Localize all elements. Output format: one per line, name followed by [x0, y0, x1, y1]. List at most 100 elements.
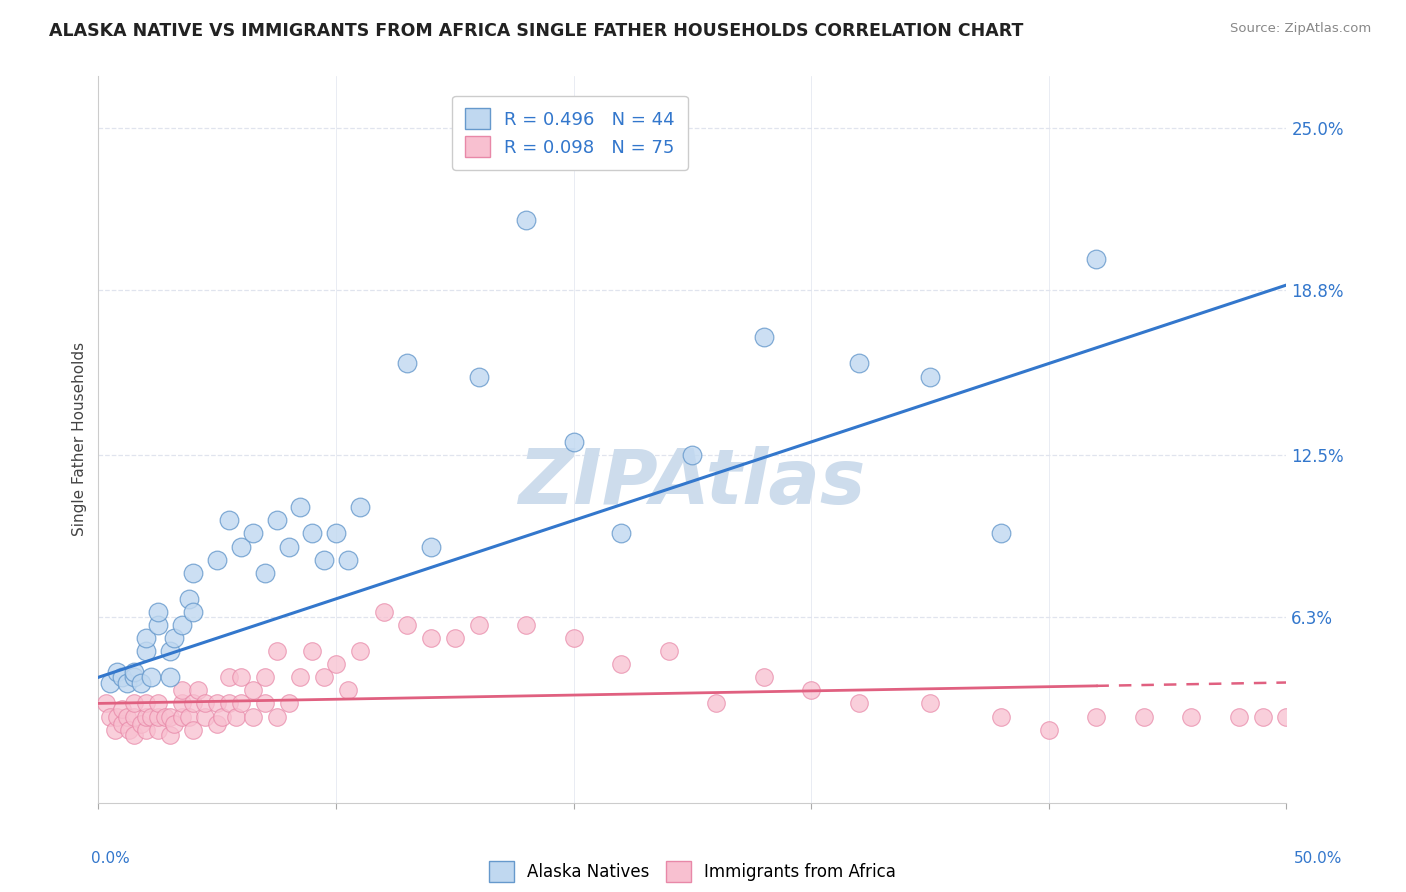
Point	[207, 717, 229, 731]
Point	[122, 709, 145, 723]
Point	[111, 701, 134, 715]
Text: ALASKA NATIVE VS IMMIGRANTS FROM AFRICA SINGLE FATHER HOUSEHOLDS CORRELATION CHA: ALASKA NATIVE VS IMMIGRANTS FROM AFRICA …	[49, 22, 1024, 40]
Point	[1038, 723, 1060, 737]
Point	[194, 697, 217, 711]
Point	[1180, 709, 1202, 723]
Point	[135, 723, 157, 737]
Point	[170, 618, 193, 632]
Point	[266, 709, 288, 723]
Point	[920, 697, 942, 711]
Text: ZIPAtlas: ZIPAtlas	[519, 446, 866, 520]
Point	[314, 552, 336, 566]
Point	[990, 526, 1012, 541]
Point	[122, 697, 145, 711]
Point	[129, 675, 152, 690]
Point	[146, 618, 169, 632]
Point	[122, 728, 145, 742]
Point	[118, 723, 141, 737]
Point	[752, 330, 775, 344]
Point	[444, 631, 467, 645]
Point	[301, 644, 323, 658]
Point	[159, 644, 181, 658]
Point	[146, 605, 169, 619]
Point	[420, 631, 443, 645]
Point	[229, 540, 252, 554]
Text: 0.0%: 0.0%	[91, 851, 131, 865]
Point	[562, 631, 585, 645]
Point	[1251, 709, 1274, 723]
Point	[129, 717, 152, 731]
Point	[253, 670, 276, 684]
Point	[290, 670, 312, 684]
Point	[94, 697, 117, 711]
Point	[218, 513, 240, 527]
Point	[218, 697, 240, 711]
Point	[349, 644, 371, 658]
Point	[920, 369, 942, 384]
Point	[1133, 709, 1156, 723]
Point	[515, 212, 537, 227]
Point	[183, 605, 205, 619]
Point	[187, 683, 209, 698]
Point	[266, 644, 288, 658]
Point	[704, 697, 727, 711]
Point	[104, 723, 127, 737]
Point	[658, 644, 681, 658]
Point	[163, 631, 186, 645]
Point	[253, 697, 276, 711]
Point	[800, 683, 823, 698]
Point	[211, 709, 233, 723]
Point	[396, 618, 419, 632]
Point	[111, 717, 134, 731]
Point	[207, 697, 229, 711]
Point	[610, 526, 633, 541]
Point	[253, 566, 276, 580]
Point	[139, 709, 162, 723]
Point	[1085, 709, 1108, 723]
Point	[146, 709, 169, 723]
Point	[135, 697, 157, 711]
Point	[139, 670, 162, 684]
Point	[373, 605, 395, 619]
Point	[562, 434, 585, 449]
Point	[135, 709, 157, 723]
Point	[325, 526, 347, 541]
Point	[396, 356, 419, 370]
Point	[159, 728, 181, 742]
Point	[183, 697, 205, 711]
Point	[170, 683, 193, 698]
Point	[146, 723, 169, 737]
Point	[111, 670, 134, 684]
Point	[467, 618, 489, 632]
Point	[159, 709, 181, 723]
Point	[242, 526, 264, 541]
Point	[1227, 709, 1250, 723]
Point	[115, 675, 138, 690]
Point	[277, 697, 299, 711]
Point	[1275, 709, 1298, 723]
Point	[159, 670, 181, 684]
Point	[183, 566, 205, 580]
Point	[115, 709, 138, 723]
Point	[990, 709, 1012, 723]
Point	[229, 670, 252, 684]
Point	[1085, 252, 1108, 266]
Point	[325, 657, 347, 672]
Text: Source: ZipAtlas.com: Source: ZipAtlas.com	[1230, 22, 1371, 36]
Text: 50.0%: 50.0%	[1295, 851, 1343, 865]
Point	[98, 675, 121, 690]
Point	[242, 709, 264, 723]
Point	[183, 723, 205, 737]
Point	[177, 591, 200, 606]
Point	[277, 540, 299, 554]
Point	[681, 448, 703, 462]
Legend: Alaska Natives, Immigrants from Africa: Alaska Natives, Immigrants from Africa	[482, 855, 903, 888]
Point	[170, 697, 193, 711]
Point	[170, 709, 193, 723]
Point	[515, 618, 537, 632]
Point	[229, 697, 252, 711]
Point	[153, 709, 176, 723]
Point	[290, 500, 312, 515]
Point	[349, 500, 371, 515]
Point	[194, 709, 217, 723]
